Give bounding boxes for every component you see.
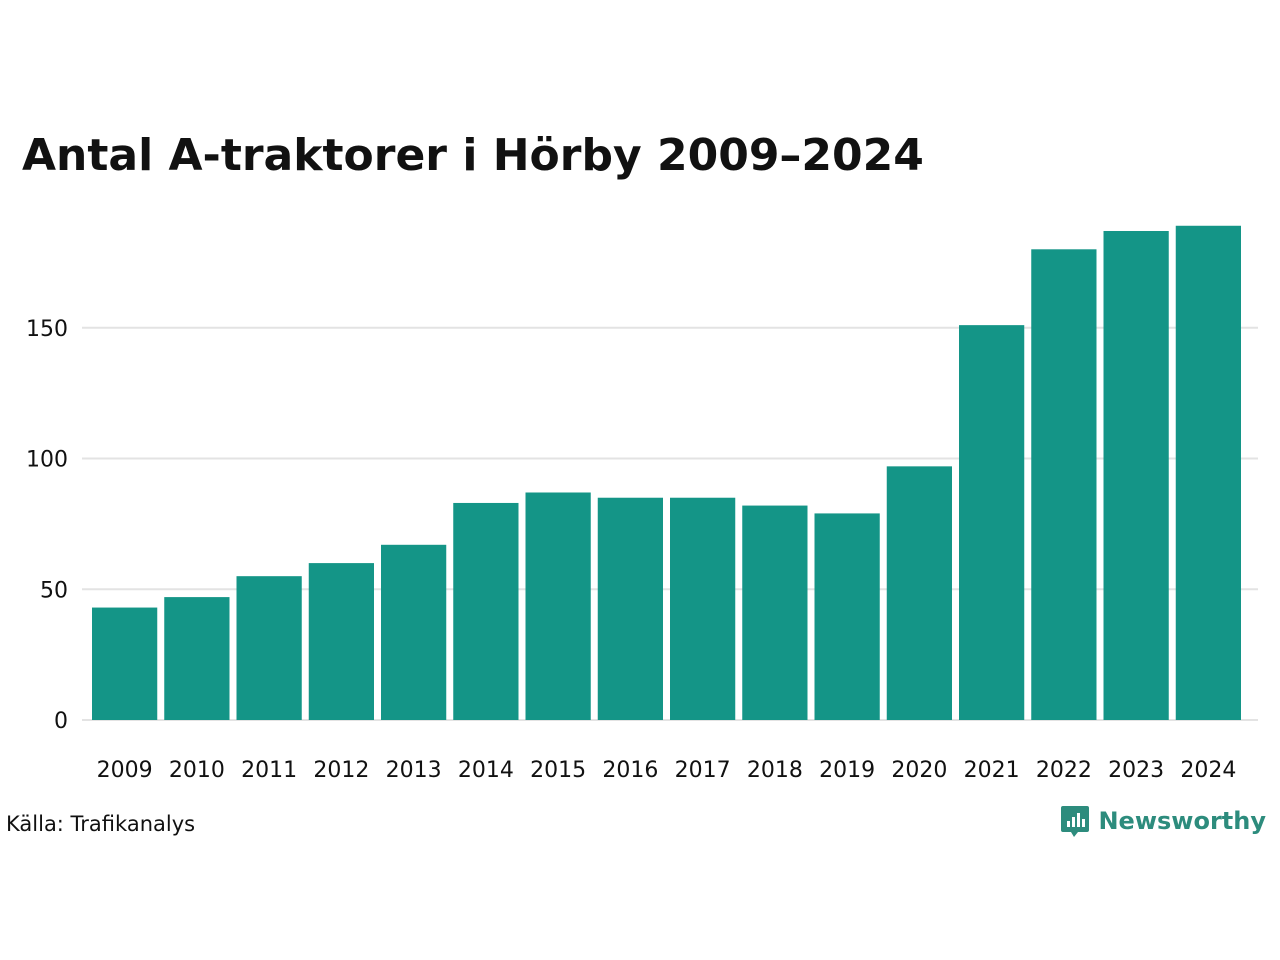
bar-2020 <box>886 466 952 720</box>
bar-2023 <box>1103 230 1169 720</box>
bar-2022 <box>1031 249 1097 721</box>
y-tick-label: 50 <box>40 578 68 603</box>
bar-2013 <box>381 544 447 720</box>
x-tick-label: 2022 <box>1036 758 1092 783</box>
x-tick-label: 2020 <box>891 758 947 783</box>
x-tick-label: 2009 <box>97 758 153 783</box>
x-tick-label: 2010 <box>169 758 225 783</box>
chart-title: Antal A-traktorer i Hörby 2009–2024 <box>22 130 924 181</box>
x-axis-labels: 2009 2010 2011 2012 2013 2014 2015 2016 2017 2018… <box>97 758 1237 783</box>
bar-2017 <box>670 497 736 720</box>
bar-chart-speech-bubble-icon <box>1061 806 1090 837</box>
x-tick-label: 2021 <box>964 758 1020 783</box>
bar-2024 <box>1175 225 1241 720</box>
source-note: Källa: Trafikanalys <box>6 812 196 836</box>
y-tick-label: 0 <box>54 709 68 734</box>
bar-2019 <box>814 513 880 720</box>
bar-2011 <box>236 576 302 720</box>
x-tick-label: 2019 <box>819 758 875 783</box>
brand-logo: Newsworthy <box>1060 804 1266 838</box>
y-axis-labels: 0 50 100 150 <box>26 317 68 734</box>
x-tick-label: 2014 <box>458 758 514 783</box>
x-tick-label: 2017 <box>675 758 731 783</box>
bar-2021 <box>959 325 1025 720</box>
bar-2010 <box>164 597 230 720</box>
bar-2014 <box>453 502 519 720</box>
y-tick-label: 100 <box>26 448 68 473</box>
bar-2018 <box>742 505 808 720</box>
x-tick-label: 2013 <box>386 758 442 783</box>
x-tick-label: 2012 <box>313 758 369 783</box>
bars <box>92 225 1241 721</box>
x-tick-label: 2015 <box>530 758 586 783</box>
bar-2012 <box>308 563 374 720</box>
x-tick-label: 2023 <box>1108 758 1164 783</box>
bar-2015 <box>525 492 591 720</box>
brand-name: Newsworthy <box>1098 807 1266 835</box>
x-tick-label: 2016 <box>602 758 658 783</box>
bar-2009 <box>92 607 158 720</box>
x-tick-label: 2011 <box>241 758 297 783</box>
bar-2016 <box>597 497 663 720</box>
y-tick-label: 150 <box>26 317 68 342</box>
x-tick-label: 2018 <box>747 758 803 783</box>
x-tick-label: 2024 <box>1180 758 1236 783</box>
